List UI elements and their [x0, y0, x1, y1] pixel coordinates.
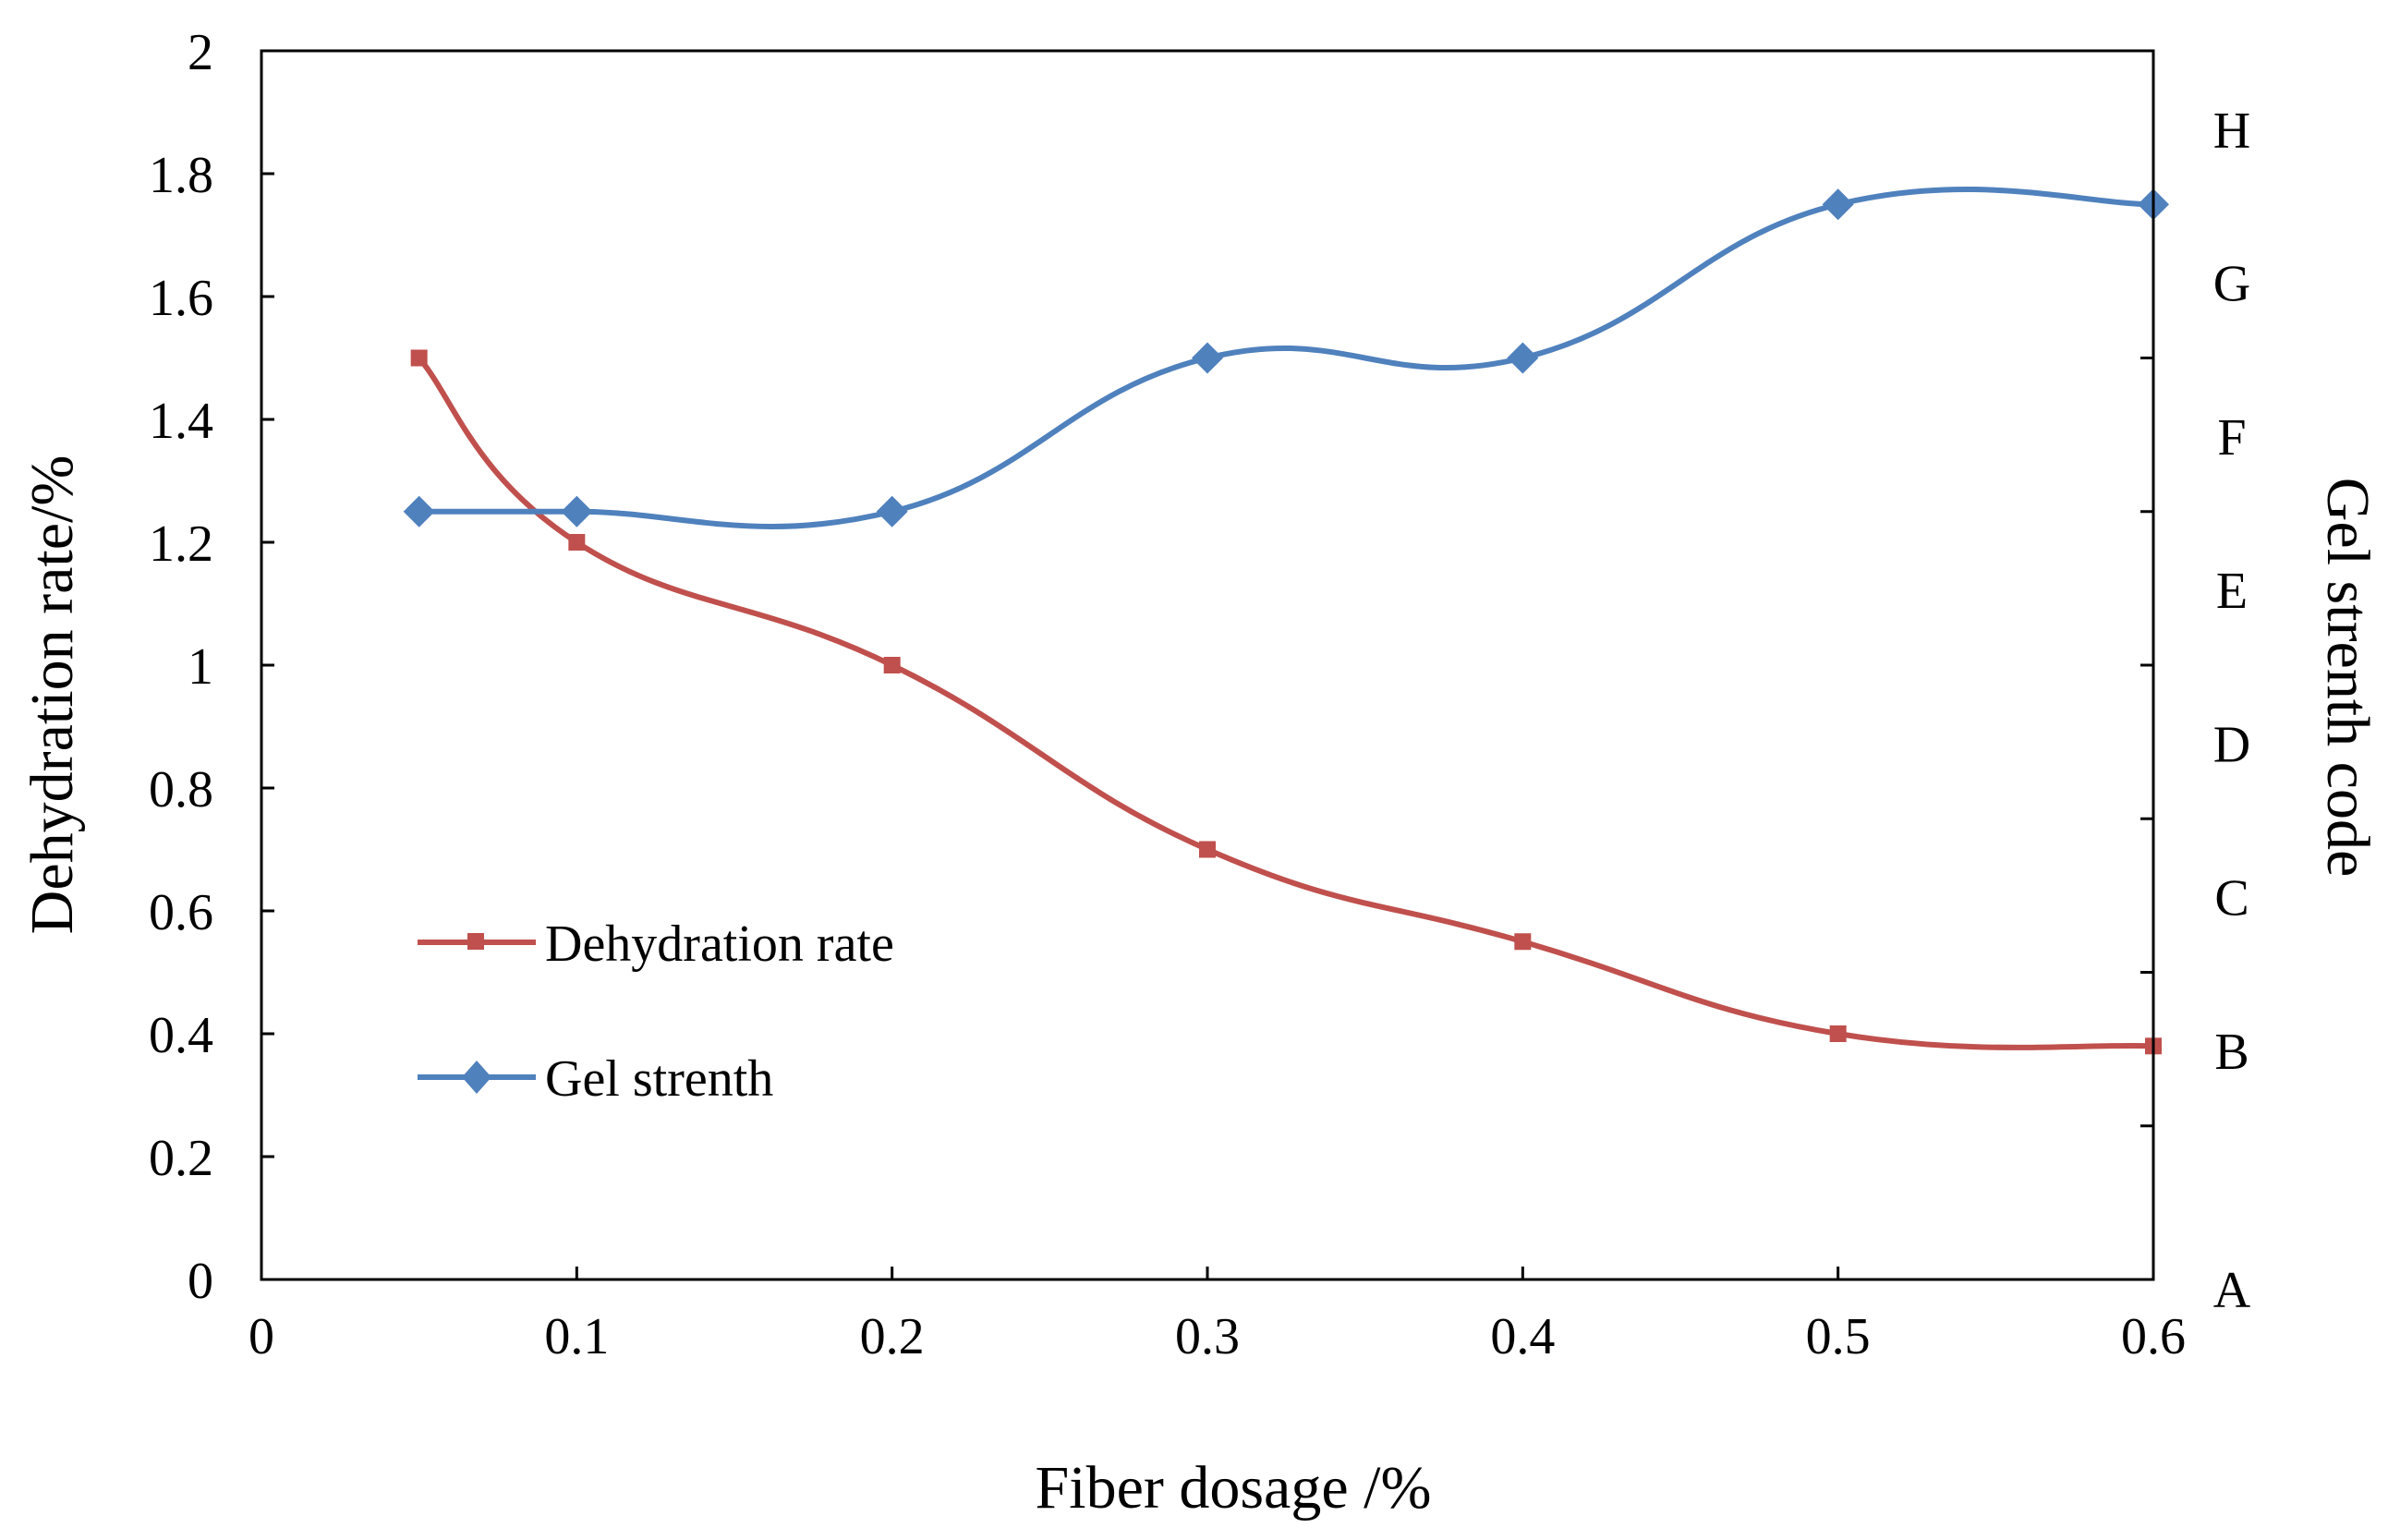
data-point-gel-strenth [403, 495, 435, 527]
y-tick-label: 1.4 [149, 393, 213, 450]
legend-marker-dehydration-rate [467, 933, 484, 950]
data-point-gel-strenth [1192, 342, 1223, 374]
legend-label-gel-strength: Gel strenth [545, 1050, 773, 1108]
y-tick-label: 0.6 [149, 884, 213, 941]
data-point-gel-strenth [561, 495, 593, 527]
x-tick-label: 0 [248, 1308, 274, 1365]
y-tick-label: 0.2 [149, 1130, 213, 1187]
data-point-dehydration-rate [1829, 1025, 1847, 1042]
x-tick-label: 0.4 [1490, 1308, 1555, 1365]
y2-tick-label: B [2214, 1024, 2249, 1081]
x-axis-title: Fiber dosage /% [1036, 1454, 1432, 1522]
x-tick-label: 0.5 [1806, 1308, 1871, 1365]
y2-tick-label: C [2214, 870, 2249, 928]
y2-tick-label: E [2216, 563, 2248, 620]
data-point-gel-strenth [1822, 188, 1854, 221]
data-point-gel-strenth [876, 495, 908, 527]
legend-label-dehydration-rate: Dehydration rate [545, 916, 894, 973]
data-point-dehydration-rate [1514, 933, 1532, 951]
y-tick-label: 1.8 [149, 147, 213, 204]
y-tick-label: 0.4 [149, 1007, 213, 1064]
x-tick-label: 0.6 [2121, 1308, 2186, 1365]
y-tick-label: 0.8 [149, 761, 213, 819]
y-tick-label: 1 [188, 638, 213, 696]
plot-area-frame [260, 49, 2155, 1281]
y2-tick-label: G [2213, 256, 2250, 313]
y-tick-label: 2 [188, 24, 213, 81]
y2-tick-label: D [2213, 716, 2250, 773]
legend: Dehydration rate Gel strenth [418, 916, 894, 1108]
data-point-dehydration-rate [410, 349, 428, 367]
y2-tick-label: F [2217, 409, 2246, 467]
y2-tick-label: I [2224, 0, 2241, 6]
data-point-gel-strenth [1507, 342, 1539, 374]
tick-labels-layer: 0 0.1 0.2 0.3 0.4 0.5 0.6 0 0.2 0.4 0.6 0.8 1 1.2 1.4 1… [149, 0, 2251, 1365]
y-tick-label: 0 [188, 1253, 213, 1310]
data-point-dehydration-rate [883, 657, 901, 673]
y2-tick-label: A [2213, 1262, 2251, 1319]
y-tick-label: 1.6 [149, 270, 213, 327]
y-tick-label: 1.2 [149, 515, 213, 573]
series-layer [403, 187, 2169, 1055]
x-tick-label: 0.2 [860, 1308, 925, 1365]
data-point-dehydration-rate [1199, 841, 1216, 858]
secondary-y-axis-title: Gel strenth code [2314, 478, 2382, 878]
series-line-gel-strenth [418, 187, 2154, 529]
y2-tick-label: H [2213, 102, 2250, 159]
x-tick-label: 0.1 [544, 1308, 609, 1365]
x-tick-label: 0.3 [1175, 1308, 1240, 1365]
legend-marker-gel-strength [462, 1061, 491, 1094]
y-axis-title: Dehydration rate/% [18, 455, 86, 935]
data-point-dehydration-rate [568, 534, 586, 551]
